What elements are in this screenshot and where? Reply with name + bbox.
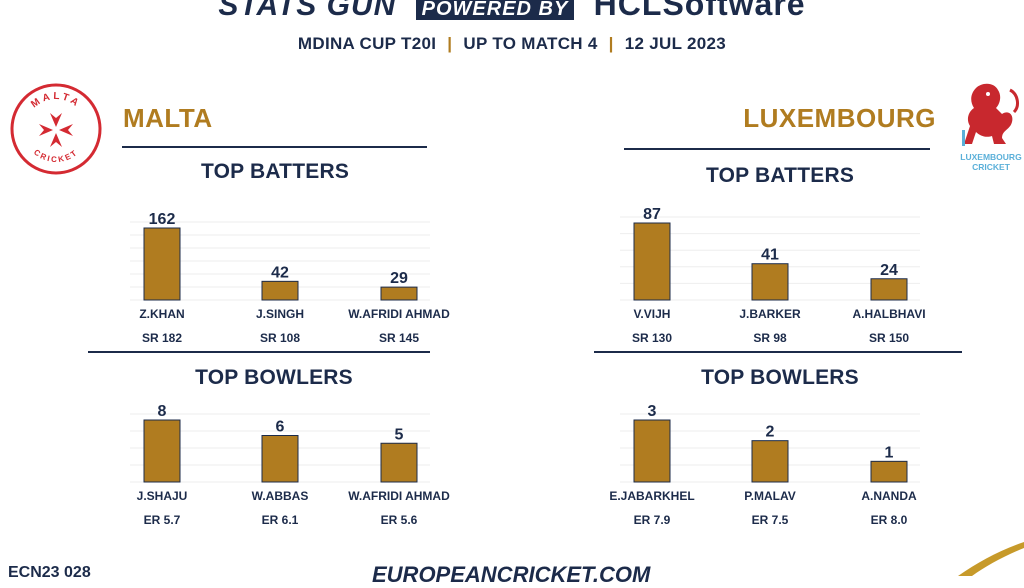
malta-batters-title: TOP BATTERS xyxy=(200,160,350,183)
player-name: J.BARKER xyxy=(739,307,801,321)
brand-powered-by: POWERED BY xyxy=(415,0,575,20)
malta-bowlers-chart: 8 J.SHAJU ER 5.7 6 W.ABBAS ER 6.1 5 W.AFRIDI AH… xyxy=(130,403,450,527)
lux-batters-chart: 87 V.VIJH SR 130 41 J.BARKER SR 98 24 A.HALBHAV… xyxy=(620,206,926,345)
match-scope: UP TO MATCH 4 xyxy=(463,34,598,53)
stat-label: ER 7.9 xyxy=(634,513,671,527)
lion-icon xyxy=(964,83,1019,144)
bar xyxy=(633,222,671,301)
luxembourg-rule xyxy=(624,148,930,150)
bar xyxy=(143,419,181,483)
footer-code: ECN23 028 xyxy=(8,564,91,581)
player-name: A.HALBHAVI xyxy=(852,307,925,321)
separator: | xyxy=(608,34,614,53)
lux-bowlers-chart: 3 E.JABARKHEL ER 7.9 2 P.MALAV ER 7.5 1 A.NANDA… xyxy=(609,403,920,527)
data-label: 8 xyxy=(158,403,167,420)
stump-icon xyxy=(962,130,965,146)
data-label: 5 xyxy=(395,426,404,443)
player-name: Z.KHAN xyxy=(139,307,184,321)
player-name: E.JABARKHEL xyxy=(609,489,694,503)
bar xyxy=(751,263,789,301)
bar xyxy=(870,460,908,483)
bar xyxy=(261,435,299,483)
data-label: 42 xyxy=(271,264,289,281)
bar xyxy=(380,286,418,301)
stat-label: SR 150 xyxy=(869,331,909,345)
lux-bowlers-title: TOP BOWLERS xyxy=(701,366,859,389)
stat-label: ER 6.1 xyxy=(262,513,299,527)
data-label: 6 xyxy=(276,419,285,436)
lux-mid-rule xyxy=(594,351,962,353)
stat-label: ER 7.5 xyxy=(752,513,789,527)
stat-label: ER 8.0 xyxy=(871,513,908,527)
player-name: P.MALAV xyxy=(744,489,796,503)
separator: | xyxy=(447,34,453,53)
lux-logo-text-2: CRICKET xyxy=(972,162,1011,172)
malta-mid-rule xyxy=(88,351,430,353)
malta-cricket-logo: MALTA CRICKET xyxy=(9,82,103,176)
stat-label: SR 130 xyxy=(632,331,672,345)
stats-date: 12 JUL 2023 xyxy=(624,34,727,53)
team-name-luxembourg: LUXEMBOURG xyxy=(743,103,936,133)
data-label: 3 xyxy=(648,403,657,420)
player-name: W.AFRIDI AHMAD xyxy=(348,307,450,321)
malta-batters-chart: 162 Z.KHAN SR 182 42 J.SINGH SR 108 29 W.AFRIDI… xyxy=(130,211,450,345)
team-name-malta: MALTA xyxy=(123,103,213,133)
malta-rule xyxy=(122,146,427,148)
data-label: 87 xyxy=(643,206,661,223)
stat-label: ER 5.7 xyxy=(144,513,181,527)
footer-site: EUROPEANCRICKET.COM xyxy=(372,562,651,587)
bar xyxy=(143,227,181,301)
stat-label: SR 98 xyxy=(753,331,787,345)
tournament-name: MDINA CUP T20I xyxy=(297,34,437,53)
bar xyxy=(751,440,789,483)
player-name: V.VIJH xyxy=(634,307,671,321)
data-label: 24 xyxy=(880,262,898,279)
data-label: 1 xyxy=(885,444,894,461)
lux-batters-title: TOP BATTERS xyxy=(705,164,855,187)
bar xyxy=(380,442,418,483)
subtitle: MDINA CUP T20I | UP TO MATCH 4 | 12 JUL … xyxy=(0,34,1024,54)
malta-bowlers-title: TOP BOWLERS xyxy=(195,366,353,389)
bar xyxy=(870,278,908,301)
luxembourg-cricket-logo: LUXEMBOURG CRICKET xyxy=(958,80,1024,176)
lux-logo-text-1: LUXEMBOURG xyxy=(960,152,1022,162)
stat-label: SR 108 xyxy=(260,331,300,345)
brand-banner: STATS GUN POWERED BY HCLSoftware xyxy=(0,0,1024,23)
bar xyxy=(261,280,299,301)
data-label: 162 xyxy=(149,211,176,228)
data-label: 29 xyxy=(390,270,408,287)
maltese-cross-icon xyxy=(39,113,73,147)
brand-stats-gun: STATS GUN xyxy=(218,0,397,22)
stat-label: ER 5.6 xyxy=(381,513,418,527)
player-name: W.AFRIDI AHMAD xyxy=(348,489,450,503)
stat-label: SR 145 xyxy=(379,331,419,345)
player-name: J.SHAJU xyxy=(137,489,188,503)
stat-label: SR 182 xyxy=(142,331,182,345)
data-label: 2 xyxy=(766,424,775,441)
swoosh-icon xyxy=(948,540,1024,576)
player-name: W.ABBAS xyxy=(252,489,309,503)
bar xyxy=(633,419,671,483)
player-name: A.NANDA xyxy=(861,489,917,503)
player-name: J.SINGH xyxy=(256,307,304,321)
data-label: 41 xyxy=(761,247,779,264)
brand-hcl-software: HCLSoftware xyxy=(593,0,806,22)
